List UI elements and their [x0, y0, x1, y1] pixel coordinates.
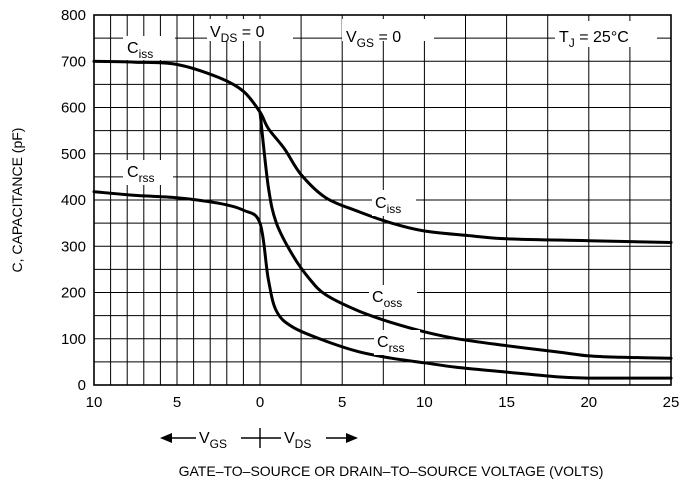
x-tick-label: 0	[256, 394, 264, 411]
ciss-right-label: Ciss	[375, 195, 401, 216]
x-tick-label: 5	[173, 394, 181, 411]
crss-right-label: Crss	[377, 334, 405, 355]
y-tick-label: 800	[61, 7, 86, 24]
tj-bg	[555, 21, 657, 47]
crss-left-label: Crss	[127, 164, 155, 185]
x-tick-label: 10	[416, 394, 433, 411]
y-tick-label: 400	[61, 192, 86, 209]
coss-right-bg	[369, 285, 417, 310]
vgs-zero-bg	[342, 19, 434, 41]
y-axis-label: C, CAPACITANCE (pF)	[9, 128, 25, 273]
crss-left-bg	[123, 160, 173, 185]
x-axis-label: GATE–TO–SOURCE OR DRAIN–TO–SOURCE VOLTAG…	[179, 463, 604, 479]
x-tick-labels: 10 5 0 5 10 15 20 25	[86, 394, 680, 411]
tj-label: TJ = 25°C	[559, 29, 629, 50]
series-line-ciss	[92, 59, 673, 244]
y-tick-label: 100	[61, 331, 86, 348]
y-tick-label: 200	[61, 285, 86, 302]
ciss-right-bg	[372, 190, 416, 216]
right-arrow-head	[346, 433, 358, 443]
crss-right-bg	[374, 330, 420, 355]
vgs-zero-label: VGS = 0	[346, 29, 401, 50]
vgs-direction-label: VGS	[199, 430, 227, 451]
x-tick-label: 15	[498, 394, 515, 411]
y-tick-labels: 0 100 200 300 400 500 600 700 800	[61, 7, 86, 394]
plot-frame	[93, 14, 672, 386]
series-line-crss	[92, 190, 673, 380]
y-tick-label: 0	[78, 377, 86, 394]
curves	[92, 59, 673, 380]
x-tick-label: 25	[663, 394, 680, 411]
y-tick-label: 600	[61, 100, 86, 117]
series-line-coss	[258, 110, 673, 360]
vds-zero-bg	[207, 19, 293, 41]
y-tick-label: 500	[61, 146, 86, 163]
y-tick-label: 300	[61, 238, 86, 255]
x-tick-label: 10	[86, 394, 103, 411]
vds-direction-label: VDS	[284, 430, 311, 451]
x-tick-label: 5	[338, 394, 346, 411]
y-tick-label: 700	[61, 53, 86, 70]
direction-indicator: VGS VDS	[160, 428, 358, 451]
left-arrow-head	[160, 433, 172, 443]
x-tick-label: 20	[580, 394, 597, 411]
vds-zero-label: VDS = 0	[210, 24, 265, 45]
coss-right-label: Coss	[372, 289, 402, 310]
ciss-left-bg	[123, 36, 175, 60]
ciss-left-label: Ciss	[127, 40, 153, 61]
